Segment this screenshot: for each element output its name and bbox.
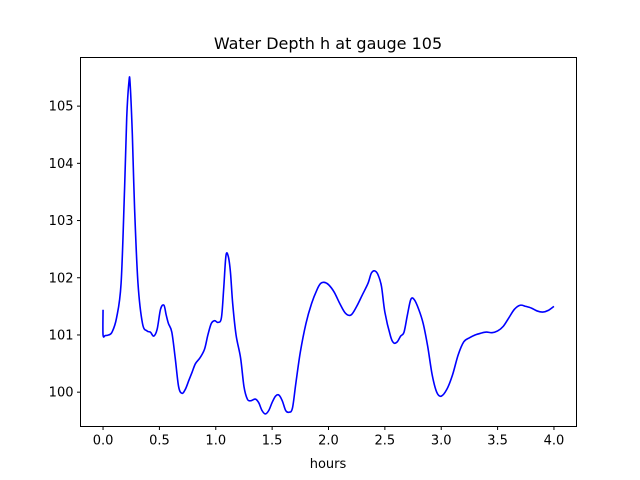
- x-tick-label: 1.5: [262, 434, 283, 449]
- x-axis-label: hours: [310, 457, 347, 472]
- y-tick-label: 104: [49, 157, 74, 172]
- x-tick-label: 0.0: [93, 434, 114, 449]
- y-tick-label: 105: [49, 100, 74, 115]
- x-tick-label: 2.5: [375, 434, 396, 449]
- y-tick-label: 101: [49, 328, 74, 343]
- x-tick-label: 3.0: [431, 434, 452, 449]
- x-tick-label: 2.0: [318, 434, 339, 449]
- plot-frame: [80, 57, 577, 427]
- series-line: [102, 76, 555, 415]
- x-tick-label: 3.5: [487, 434, 508, 449]
- plot-area: [102, 76, 555, 415]
- y-tick-label: 102: [49, 271, 74, 286]
- x-tick-label: 4.0: [544, 434, 565, 449]
- y-tick-label: 103: [49, 214, 74, 229]
- y-tick-label: 100: [49, 386, 74, 401]
- x-tick-label: 1.0: [205, 434, 226, 449]
- chart-title: Water Depth h at gauge 105: [214, 34, 442, 53]
- x-axis-ticks: 0.0 0.5 1.0 1.5 2.0 2.5 3.0 3.5 4.0: [93, 426, 565, 449]
- y-axis-ticks: 100 101 102 103 104 105: [49, 100, 81, 401]
- x-tick-label: 0.5: [149, 434, 170, 449]
